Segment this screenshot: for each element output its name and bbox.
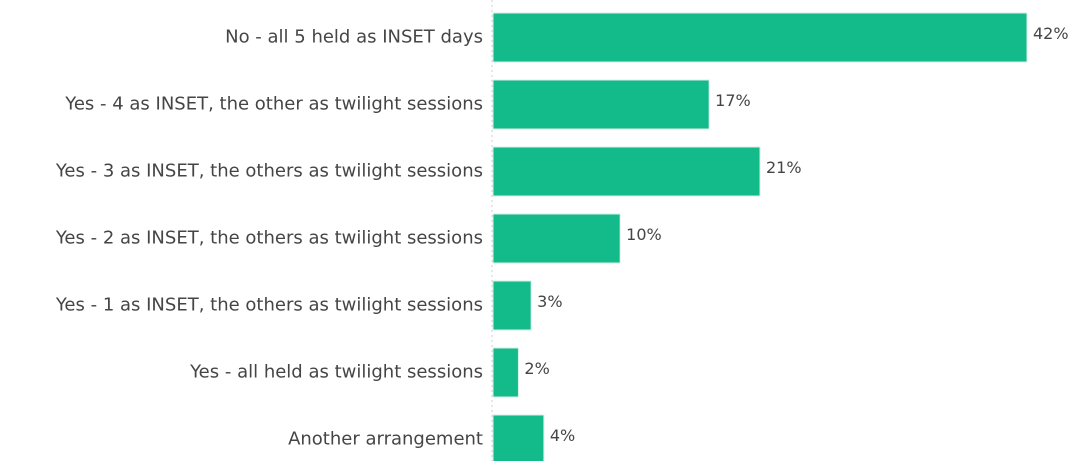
bar [492,12,1028,63]
bar [492,146,761,197]
value-label: 42% [1033,24,1069,43]
category-label: No - all 5 held as INSET days [225,27,483,48]
value-label: 4% [550,426,575,445]
category-label: Yes - 2 as INSET, the others as twilight… [55,228,483,249]
bar [492,280,532,331]
category-label: Yes - all held as twilight sessions [189,362,483,383]
value-label: 17% [715,91,751,110]
category-label: Yes - 1 as INSET, the others as twilight… [55,295,483,316]
category-label: Yes - 4 as INSET, the other as twilight … [64,94,483,115]
value-label: 2% [524,359,549,378]
category-label: Yes - 3 as INSET, the others as twilight… [55,161,483,182]
bar [492,347,519,398]
value-label: 10% [626,225,662,244]
bar [492,79,710,130]
bar [492,414,545,461]
value-label: 21% [766,158,802,177]
value-label: 3% [537,292,562,311]
category-label: Another arrangement [288,429,483,450]
bar [492,213,621,264]
